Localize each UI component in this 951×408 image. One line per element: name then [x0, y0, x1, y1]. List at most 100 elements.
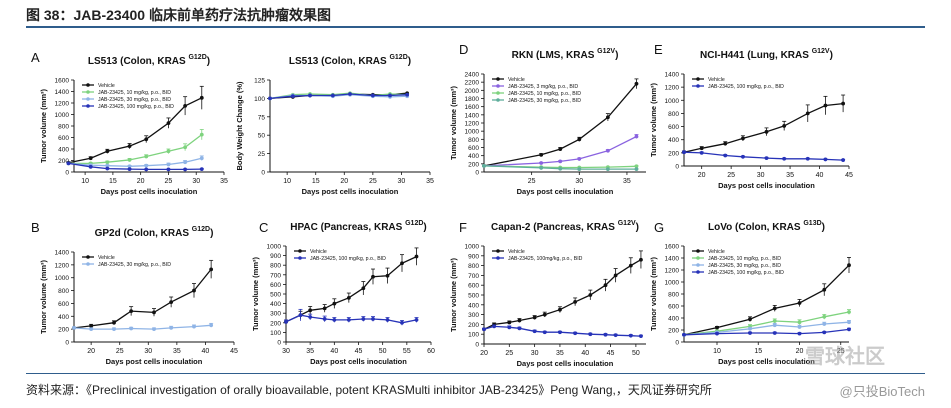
x-tick-label: 35	[426, 178, 434, 185]
series-line	[483, 165, 637, 170]
y-tick-label: 1800	[465, 96, 480, 103]
data-point	[144, 137, 149, 142]
y-tick-label: 900	[270, 253, 281, 260]
legend-marker	[496, 84, 500, 88]
x-tick-label: 10	[713, 348, 721, 355]
data-point	[105, 149, 110, 154]
series-line	[68, 134, 203, 165]
legend-label: Vehicle	[508, 77, 525, 83]
data-point	[129, 309, 134, 314]
data-point	[308, 315, 313, 319]
x-tick-label: 55	[403, 348, 411, 355]
data-point	[847, 263, 851, 268]
data-point	[822, 287, 827, 292]
data-point	[577, 157, 582, 161]
y-tick-label: 1600	[665, 244, 680, 251]
legend-label: JAB-23425, 100mg/kg, p.o., BID	[508, 256, 583, 262]
legend-marker	[496, 256, 500, 260]
y-tick-label: 1400	[665, 256, 680, 263]
chart-panel-A: LS513 (Colon, KRAS G12D) 0 200 400 600 800 100…	[39, 54, 228, 196]
data-point	[482, 163, 486, 168]
y-tick-label: 600	[668, 304, 679, 311]
data-point	[841, 158, 846, 162]
y-tick-label: 2000	[465, 88, 480, 95]
data-point	[748, 326, 752, 331]
y-tick-label: 600	[270, 282, 281, 289]
data-point	[361, 317, 366, 321]
y-tick-label: 200	[270, 320, 281, 327]
y-tick-label: 1000	[55, 112, 70, 119]
data-point	[72, 325, 76, 330]
legend-marker	[696, 263, 700, 267]
series-line	[269, 93, 408, 100]
y-tick-label: 1400	[55, 250, 70, 257]
x-tick-label: 35	[786, 172, 794, 179]
x-axis-label: Days post cells inoculation	[106, 357, 203, 366]
x-tick-label: 60	[427, 348, 435, 355]
data-point	[361, 286, 366, 291]
data-point	[192, 324, 196, 329]
data-point	[699, 146, 704, 151]
y-tick-label: 1000	[665, 98, 680, 105]
legend-marker	[696, 270, 700, 274]
y-tick-label: 2200	[465, 80, 480, 87]
y-tick-label: 50	[258, 133, 266, 140]
data-point	[88, 164, 93, 169]
legend-label: JAB-23425, 10 mg/kg, p.o., BID	[508, 91, 581, 97]
chart-panel-D: RKN (LMS, KRAS G12V) 0 2004006008001000120…	[449, 48, 646, 196]
chart-title: LS513 (Colon, KRAS G12D)	[289, 54, 411, 67]
data-point	[400, 320, 404, 325]
data-point	[492, 324, 497, 329]
x-axis-label: Days post cells inoculation	[517, 187, 614, 196]
y-axis-label: Tumor volume (mm³)	[251, 256, 260, 331]
data-point	[532, 329, 537, 334]
y-tick-label: 75	[258, 114, 266, 121]
y-tick-label: 300	[270, 311, 281, 318]
y-tick-label: 100	[254, 96, 265, 103]
data-point	[322, 317, 327, 321]
legend-marker	[696, 84, 700, 88]
x-tick-label: 30	[575, 178, 583, 185]
data-point	[308, 308, 313, 313]
y-tick-label: 800	[58, 288, 69, 295]
x-axis-label: Days post cells inoculation	[302, 187, 399, 196]
data-point	[199, 167, 204, 172]
x-tick-label: 30	[531, 350, 539, 357]
data-point	[797, 331, 802, 336]
y-tick-label: 500	[270, 292, 281, 299]
legend-marker	[696, 249, 700, 253]
data-point	[741, 136, 745, 141]
x-tick-label: 45	[607, 350, 615, 357]
y-tick-label: 0	[475, 170, 479, 177]
y-tick-label: 700	[468, 273, 479, 280]
legend-label: JAB-23425, 30 mg/kg, p.o., BID	[98, 262, 171, 268]
chart-panel-C: HPAC (Pancreas, KRAS G12D) 0 100 200 300 400 5…	[251, 220, 435, 366]
series-line	[73, 324, 212, 330]
data-point	[805, 111, 810, 116]
legend-label: Vehicle	[310, 249, 327, 255]
data-point	[847, 327, 851, 332]
x-tick-label: 20	[698, 172, 706, 179]
x-tick-label: 30	[757, 172, 765, 179]
data-point	[105, 160, 110, 165]
legend-marker	[86, 97, 90, 101]
y-axis-label: Body Weight Change (%)	[235, 81, 244, 171]
y-tick-label: 200	[668, 328, 679, 335]
legend-label: JAB-23425, 30 mg/kg, p.o., BID	[98, 97, 171, 103]
data-point	[639, 257, 643, 262]
data-point	[542, 330, 547, 335]
x-tick-label: 15	[109, 178, 117, 185]
y-tick-label: 1200	[465, 121, 480, 128]
x-tick-label: 25	[837, 348, 845, 355]
legend-label: JAB-23425, 10 mg/kg, p.o., BID	[708, 256, 781, 262]
y-tick-label: 400	[668, 137, 679, 144]
y-tick-label: 600	[58, 301, 69, 308]
data-point	[723, 141, 728, 146]
y-tick-label: 200	[58, 327, 69, 334]
data-point	[308, 93, 312, 98]
data-point	[558, 166, 563, 171]
legend-marker	[496, 77, 500, 81]
data-point	[613, 333, 618, 338]
y-tick-label: 600	[58, 135, 69, 142]
x-axis-label: Days post cells inoculation	[101, 187, 198, 196]
